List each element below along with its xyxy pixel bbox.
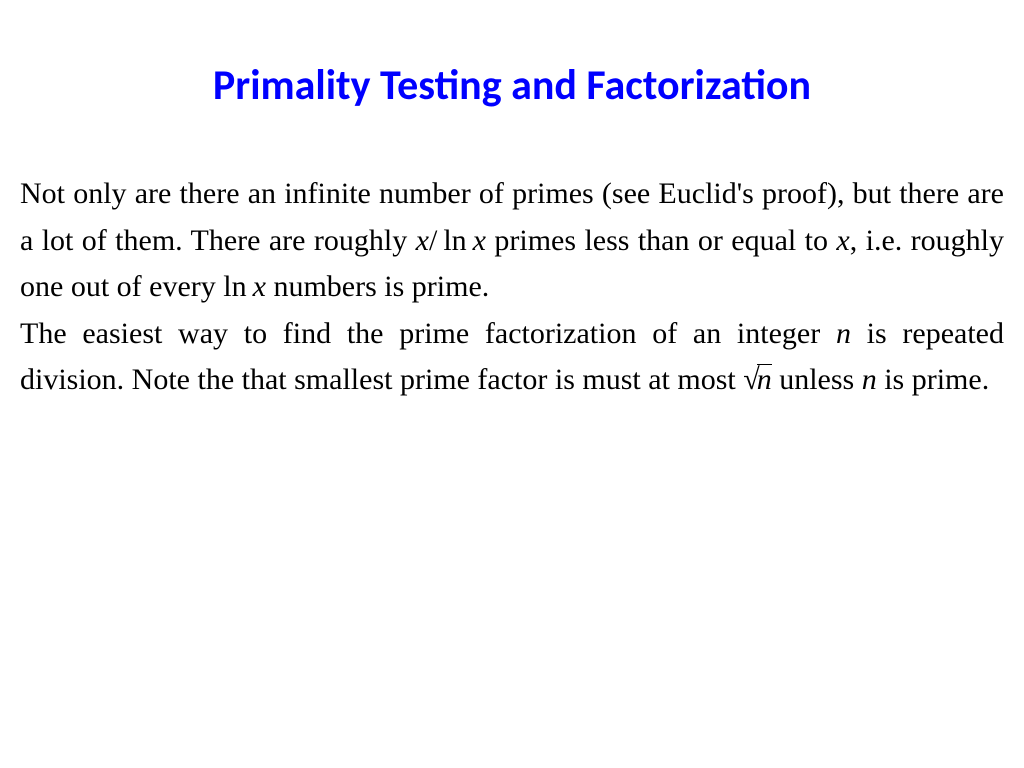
math-var-x2: x: [473, 224, 486, 257]
math-n: n: [836, 317, 851, 350]
para1-text2: primes less than or equal to: [486, 224, 836, 257]
math-n2: n: [862, 363, 877, 396]
math-var-n-under-rad: n: [757, 364, 772, 395]
para2-text4: is prime.: [877, 363, 990, 396]
math-var-x3: x: [253, 270, 266, 303]
para2-text1: The easiest way to find the prime factor…: [20, 317, 836, 350]
math-ln: ln: [443, 224, 466, 257]
para2-text3: unless: [772, 363, 862, 396]
math-x: x: [836, 224, 849, 257]
math-ln2: ln: [223, 270, 246, 303]
math-x-over-lnx: x/ ln x: [416, 224, 486, 257]
math-lnx: ln x: [223, 270, 266, 303]
para1-text4: numbers is prime.: [266, 270, 489, 303]
math-var-x: x: [416, 224, 429, 257]
math-sqrt-n: √n: [743, 363, 771, 396]
slide-title: Primality Testing and Factorization: [20, 60, 1004, 111]
slide-body: Not only are there an infinite number of…: [20, 171, 1004, 404]
math-slash: /: [429, 224, 437, 257]
